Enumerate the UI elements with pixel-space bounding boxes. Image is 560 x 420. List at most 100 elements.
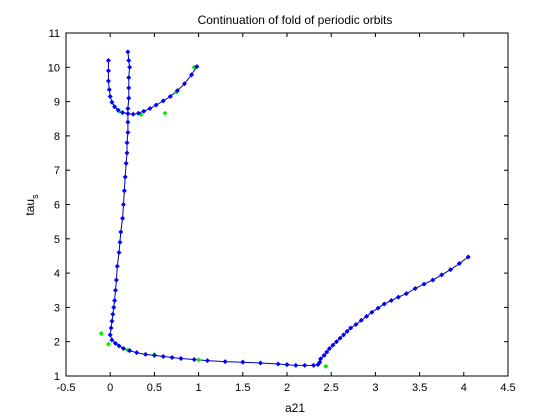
alt-data-point (323, 363, 329, 369)
series-1-data-point (109, 99, 115, 105)
series-0-data-point (337, 335, 343, 341)
series-1-data-point (147, 105, 153, 111)
y-tick-label: 6 (54, 200, 60, 212)
series-0-data-point (240, 359, 246, 365)
y-tick-label: 3 (54, 302, 60, 314)
series-1-data-point (189, 72, 195, 78)
series-0-data-point (113, 287, 119, 293)
x-tick-label: 2 (284, 382, 290, 394)
series-0-data-point (125, 49, 131, 55)
series-0-data-point (395, 294, 401, 300)
series-0-data-point (448, 267, 454, 273)
series-0-data-point (348, 325, 354, 331)
x-tick-label: 3.5 (412, 382, 427, 394)
y-axis-label: taus (23, 194, 40, 216)
x-tick-label: 0.5 (147, 382, 162, 394)
series-0-data-point (341, 332, 347, 338)
series-1-data-point (106, 87, 112, 93)
series-0-data-point (126, 95, 132, 101)
series-0-data-point (114, 263, 120, 269)
series-0-data-point (126, 57, 132, 63)
series-0-data-point (381, 301, 387, 307)
alt-data-point (196, 357, 202, 363)
y-tick-label: 1 (54, 371, 60, 383)
series-0-data-point (125, 105, 131, 111)
series-1-data-point (120, 110, 126, 116)
x-axis-label: a21 (285, 401, 305, 415)
series-0-data-point (108, 325, 114, 331)
series-0-data-point (169, 354, 175, 360)
series-0-data-point (330, 342, 336, 348)
series-1-data-point (112, 104, 118, 110)
y-axis-ticks: 1 2 3 4 5 6 7 8 9 10 11 (48, 28, 508, 383)
series-1-data-point (160, 98, 166, 104)
series-0-data-point (116, 250, 122, 256)
y-tick-label: 8 (54, 131, 60, 143)
series-0-data-point (125, 129, 131, 135)
x-tick-label: 0 (107, 382, 113, 394)
series-0-data-point (127, 64, 133, 70)
series-0-data-point (160, 353, 166, 359)
series-0-data-point (109, 337, 115, 343)
series-markers (98, 49, 471, 369)
x-tick-label: 1.5 (235, 382, 250, 394)
series-0-data-point (116, 343, 122, 349)
series-0-data-point (275, 361, 281, 367)
series-0-data-point (344, 328, 350, 334)
series-0-data-point (456, 260, 462, 266)
series-0-data-point (439, 272, 445, 278)
series-0-data-point (110, 311, 116, 317)
series-0-data-point (324, 349, 330, 355)
alt-data-point (162, 110, 168, 116)
series-0-data-point (111, 304, 117, 310)
series-0-data-point (151, 352, 157, 358)
series-0-data-point (369, 309, 375, 315)
series-0-data-point (143, 351, 149, 357)
series-0-data-point (118, 229, 124, 235)
series-1-data-point (105, 68, 111, 74)
series-0-data-point (122, 174, 128, 180)
series-0-data-point (191, 357, 197, 363)
axes-frame (65, 32, 509, 377)
series-0-data-point (321, 352, 327, 358)
series-0-data-point (127, 348, 133, 354)
series-1-data-point (125, 111, 131, 117)
x-tick-label: 4.5 (500, 382, 515, 394)
series-0-data-point (124, 140, 130, 146)
x-tick-label: -0.5 (57, 382, 76, 394)
series-0-data-point (412, 286, 418, 292)
series-1-data-point (167, 93, 173, 99)
series-0-data-point (403, 291, 409, 297)
series-1-data-point (107, 93, 113, 99)
series-0-data-point (107, 332, 113, 338)
series-0-data-point (465, 254, 471, 260)
y-tick-label: 5 (54, 234, 60, 246)
series-0-data-point (113, 277, 119, 283)
alt-data-point (105, 341, 111, 347)
chart-title: Continuation of fold of periodic orbits (198, 13, 393, 27)
series-0-data-point (222, 359, 228, 365)
series-1-data-point (115, 107, 121, 113)
series-0-data-point (109, 318, 115, 324)
series-0-data-point (364, 313, 370, 319)
alt-data-point (98, 330, 104, 336)
series-0-data-point (375, 305, 381, 311)
y-tick-label: 4 (54, 268, 60, 280)
series-0-data-point (388, 298, 394, 304)
x-tick-label: 2.5 (324, 382, 339, 394)
series-0-data-point (113, 340, 119, 346)
series-0-data-point (421, 281, 427, 287)
series-0-data-point (126, 75, 132, 81)
series-0-data-point (311, 362, 317, 368)
y-tick-label: 9 (54, 97, 60, 109)
series-0-data-point (120, 202, 126, 207)
series-0-data-point (120, 215, 126, 221)
series-1-data-point (181, 81, 187, 87)
series-0-data-point (317, 359, 323, 365)
series-0-data-point (121, 188, 127, 194)
series-0-data-point (358, 317, 364, 323)
series-0-data-point (125, 119, 131, 125)
series-0-data-point (124, 150, 130, 156)
y-tick-label: 2 (54, 337, 60, 349)
